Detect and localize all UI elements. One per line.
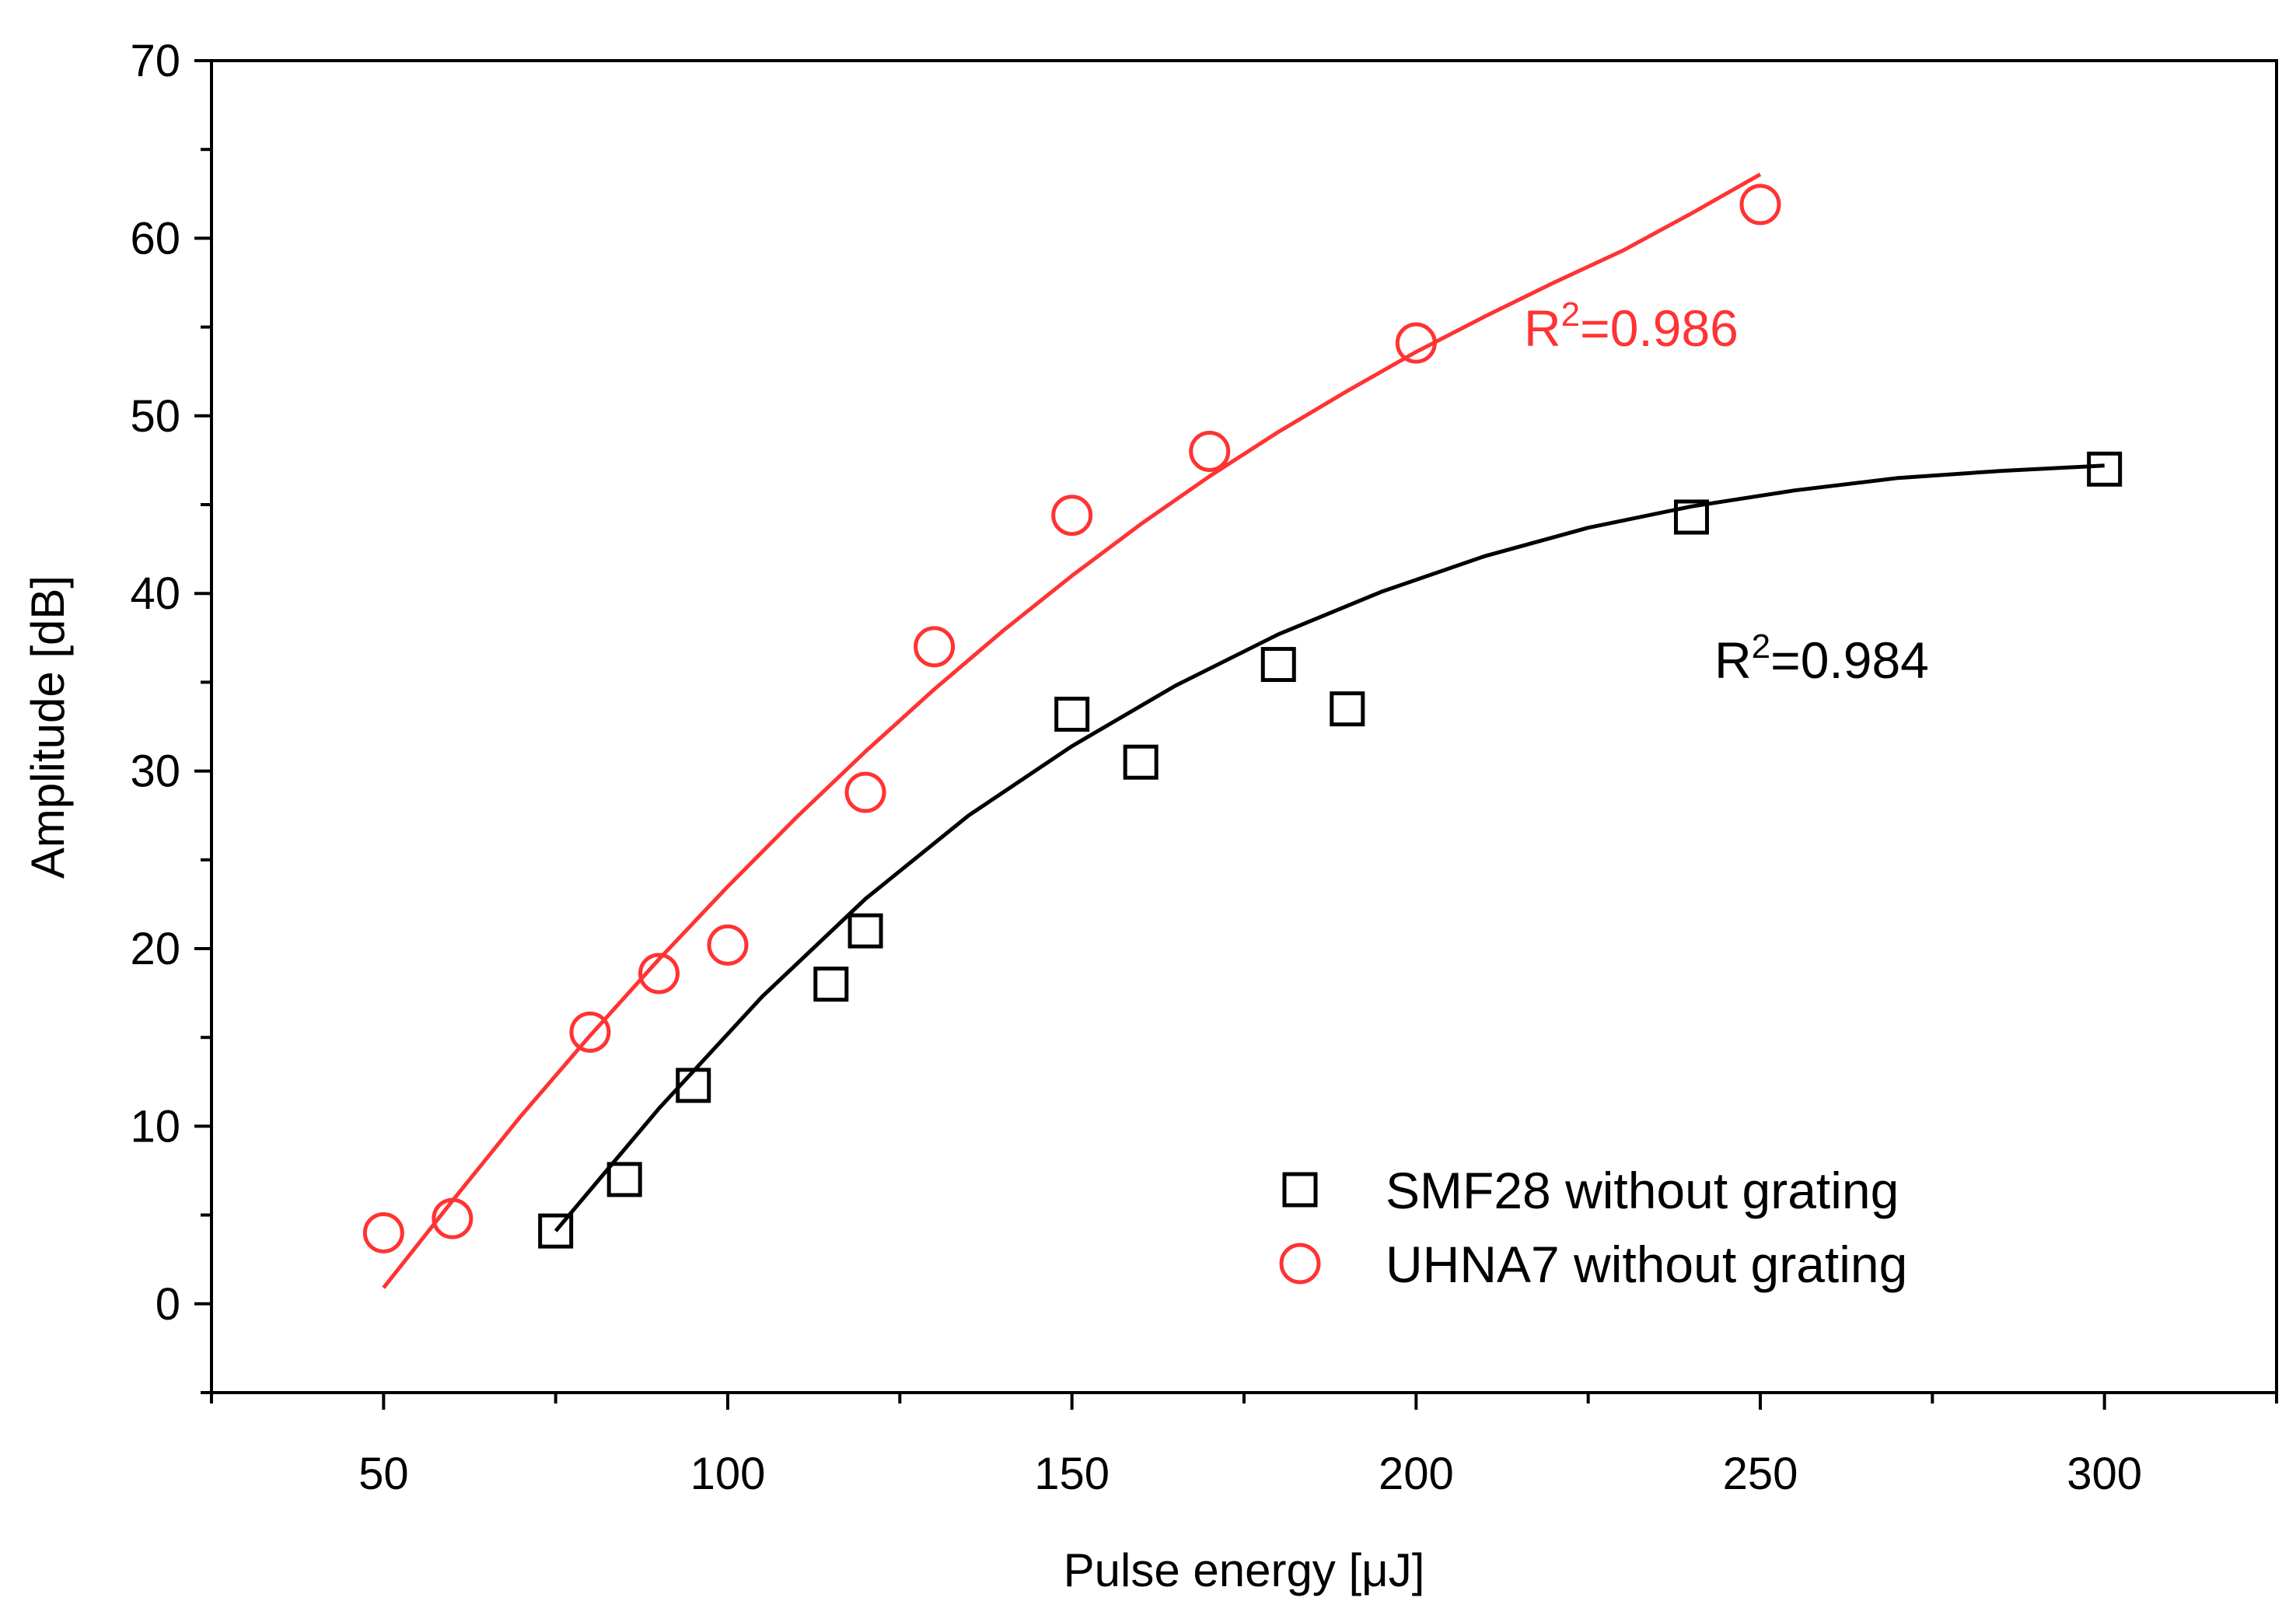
y-tick-label: 30 xyxy=(130,746,180,797)
smf28-data-point xyxy=(847,913,883,949)
smf28-data-point xyxy=(538,1213,574,1249)
uhna7-data-point xyxy=(638,953,680,995)
legend-label: UHNA7 without grating xyxy=(1386,1236,1907,1293)
uhna7-data-point xyxy=(707,924,749,966)
uhna7-data-point xyxy=(914,626,956,668)
x-axis-label: Pulse energy [μJ] xyxy=(1064,1544,1425,1596)
x-tick-label: 300 xyxy=(2067,1449,2142,1499)
smf28-data-point xyxy=(813,967,849,1002)
uhna7-data-point xyxy=(569,1011,611,1053)
uhna7-fit-curve xyxy=(382,173,1762,1289)
x-axis-ticks: 50 100 150 200 250 300 xyxy=(210,1393,2278,1499)
smf28-data-point xyxy=(606,1162,642,1197)
uhna7-data-point xyxy=(1189,430,1231,472)
y-tick-label: 50 xyxy=(130,391,180,442)
fit-curves xyxy=(382,173,2105,1289)
legend-marker-square xyxy=(1282,1172,1318,1208)
smf28-data-point xyxy=(1260,647,1296,683)
legend-label: SMF28 without grating xyxy=(1386,1162,1899,1219)
y-tick-label: 20 xyxy=(130,924,180,974)
smf28-data-point xyxy=(1330,691,1365,727)
uhna7-data-point xyxy=(844,771,886,813)
smf28-data-point xyxy=(2087,451,2123,487)
smf28-data-point xyxy=(1054,697,1090,732)
x-tick-label: 200 xyxy=(1379,1449,1454,1499)
legend-marker-circle xyxy=(1279,1243,1321,1285)
uhna7-data-point xyxy=(1739,184,1781,225)
x-tick-label: 50 xyxy=(358,1449,409,1499)
uhna7-data-point xyxy=(1395,322,1437,364)
smf28-fit-curve xyxy=(554,463,2105,1232)
y-tick-label: 10 xyxy=(130,1101,180,1152)
smf28-r2-annotation: R2=0.984 xyxy=(1714,627,1929,689)
y-axis-label: Amplitude [dB] xyxy=(22,575,74,879)
uhna7-r2-annotation: R2=0.986 xyxy=(1524,295,1739,357)
smf28-data-point xyxy=(676,1068,711,1103)
uhna7-data-point xyxy=(1051,495,1093,537)
smf28-data-point xyxy=(1123,744,1158,780)
uhna7-data-point xyxy=(362,1211,404,1253)
y-tick-label: 60 xyxy=(130,213,180,264)
x-tick-label: 100 xyxy=(690,1449,766,1499)
y-tick-label: 70 xyxy=(130,36,180,86)
x-tick-label: 250 xyxy=(1723,1449,1798,1499)
y-axis-ticks: 0 10 20 30 40 50 60 70 xyxy=(130,36,211,1394)
data-points xyxy=(362,184,2123,1253)
legend: SMF28 without grating UHNA7 without grati… xyxy=(1279,1162,1907,1293)
plot-frame xyxy=(210,59,2278,1394)
x-tick-label: 150 xyxy=(1034,1449,1110,1499)
y-tick-label: 0 xyxy=(156,1279,180,1330)
smf28-data-point xyxy=(1673,499,1709,535)
y-tick-label: 40 xyxy=(130,568,180,619)
uhna7-data-point xyxy=(432,1197,474,1239)
fit-annotations: R2=0.984 R2=0.986 xyxy=(1524,295,1929,689)
